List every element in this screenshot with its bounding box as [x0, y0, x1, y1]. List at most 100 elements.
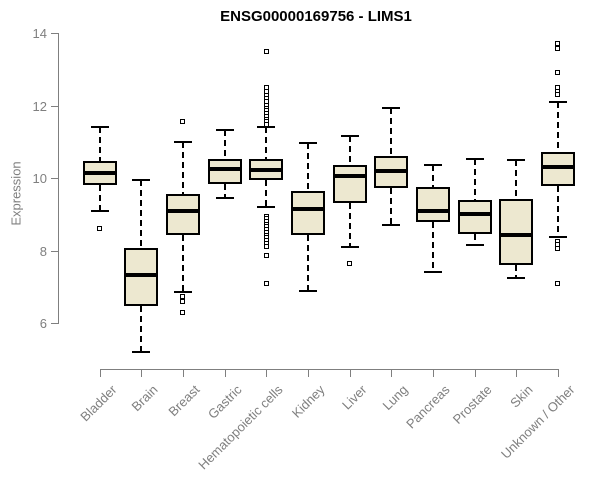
x-tick-label-brain: Brain	[128, 382, 161, 415]
y-tick-12	[51, 105, 58, 107]
whisker-lower-bladder	[98, 184, 101, 211]
whisker-cap-high-kidney	[298, 141, 317, 144]
outlier-unknown-other	[555, 69, 561, 75]
median-hematopoietic-cells	[249, 167, 284, 172]
outlier-unknown-other	[555, 92, 561, 98]
median-kidney	[290, 206, 325, 211]
whisker-cap-high-liver	[340, 135, 359, 138]
x-tick-hematopoietic-cells	[266, 370, 268, 377]
outlier-unknown-other	[555, 280, 561, 286]
x-tick-label-pancreas: Pancreas	[403, 382, 453, 432]
outlier-hematopoietic-cells	[263, 280, 269, 286]
whisker-cap-high-brain	[132, 178, 151, 181]
whisker-upper-gastric	[223, 130, 226, 160]
outlier-breast	[180, 298, 186, 304]
y-tick-14	[51, 33, 58, 34]
box-kidney	[290, 191, 325, 235]
median-brain	[124, 272, 159, 277]
whisker-cap-low-hematopoietic-cells	[257, 206, 276, 208]
median-bladder	[82, 170, 117, 175]
y-tick-label-10: 10	[32, 171, 47, 186]
median-breast	[165, 208, 200, 213]
box-prostate	[457, 199, 492, 234]
outlier-hematopoietic-cells	[263, 243, 269, 249]
y-tick-label-8: 8	[39, 243, 47, 259]
x-tick-brain	[141, 370, 143, 377]
outlier-breast	[180, 309, 186, 315]
outlier-breast	[180, 119, 186, 125]
whisker-cap-low-lung	[382, 224, 401, 227]
whisker-lower-gastric	[223, 184, 226, 198]
whisker-lower-skin	[515, 265, 518, 278]
whisker-cap-low-prostate	[465, 244, 484, 247]
x-tick-liver	[349, 370, 351, 377]
whisker-lower-lung	[390, 188, 393, 226]
whisker-cap-low-bladder	[90, 209, 109, 212]
outlier-liver	[347, 260, 353, 266]
x-tick-label-gastric: Gastric	[204, 382, 245, 422]
whisker-upper-skin	[515, 159, 518, 200]
box-liver	[332, 165, 367, 204]
median-gastric	[207, 166, 242, 171]
x-tick-label-prostate: Prostate	[449, 382, 495, 427]
whisker-cap-low-breast	[173, 291, 192, 294]
whisker-cap-low-gastric	[215, 196, 234, 199]
whisker-cap-high-lung	[382, 107, 401, 110]
chart-title: ENSG00000169756 - LIMS1	[220, 8, 412, 25]
whisker-upper-kidney	[306, 142, 309, 192]
x-tick-unknown-other	[557, 370, 559, 377]
box-gastric	[207, 159, 242, 185]
whisker-cap-high-pancreas	[423, 163, 442, 166]
box-breast	[165, 193, 200, 235]
outlier-bladder	[97, 226, 102, 232]
whisker-cap-low-kidney	[298, 290, 317, 293]
x-axis	[99, 369, 559, 370]
outlier-hematopoietic-cells	[263, 48, 269, 54]
x-tick-bladder	[99, 370, 101, 377]
whisker-upper-bladder	[98, 127, 101, 161]
y-tick-10	[51, 178, 58, 179]
whisker-lower-pancreas	[431, 222, 434, 273]
median-skin	[499, 232, 534, 237]
whisker-cap-low-brain	[132, 351, 151, 353]
x-tick-label-breast: Breast	[165, 382, 203, 420]
x-tick-breast	[182, 370, 184, 377]
whisker-lower-breast	[181, 234, 184, 293]
whisker-lower-prostate	[473, 233, 476, 246]
box-skin	[499, 199, 534, 265]
whisker-cap-high-gastric	[215, 129, 234, 132]
whisker-upper-breast	[181, 141, 184, 194]
whisker-cap-low-skin	[507, 276, 526, 279]
x-tick-label-skin: Skin	[507, 382, 536, 411]
y-tick-label-6: 6	[39, 316, 47, 331]
box-brain	[124, 248, 159, 306]
x-tick-label-liver: Liver	[338, 382, 370, 413]
x-tick-gastric	[224, 370, 226, 377]
x-tick-lung	[391, 370, 393, 377]
x-tick-label-bladder: Bladder	[76, 382, 120, 425]
outlier-hematopoietic-cells	[263, 253, 269, 259]
whisker-upper-lung	[390, 108, 393, 157]
whisker-cap-high-skin	[507, 158, 526, 161]
whisker-upper-hematopoietic-cells	[265, 127, 268, 160]
whisker-cap-low-pancreas	[423, 271, 442, 274]
box-unknown-other	[540, 152, 575, 187]
whisker-cap-low-liver	[340, 245, 359, 248]
whisker-upper-brain	[140, 179, 143, 249]
outlier-hematopoietic-cells	[263, 121, 269, 127]
median-lung	[374, 168, 409, 173]
whisker-upper-unknown-other	[556, 101, 559, 153]
y-tick-label-12: 12	[32, 98, 47, 114]
whisker-cap-high-hematopoietic-cells	[257, 126, 276, 129]
x-tick-label-lung: Lung	[379, 382, 411, 414]
whisker-upper-prostate	[473, 159, 476, 200]
x-tick-skin	[516, 370, 518, 377]
whisker-cap-low-unknown-other	[548, 236, 567, 239]
whisker-lower-liver	[348, 203, 351, 247]
box-pancreas	[415, 187, 450, 223]
whisker-lower-brain	[140, 305, 143, 352]
whisker-lower-hematopoietic-cells	[265, 180, 268, 207]
y-tick-label-14: 14	[32, 26, 47, 41]
x-tick-pancreas	[432, 370, 434, 377]
